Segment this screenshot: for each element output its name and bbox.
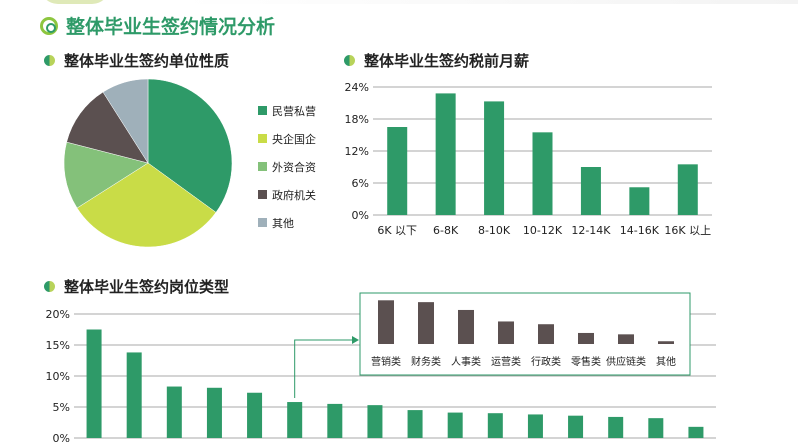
section-position-title-text: 整体毕业生签约岗位类型 xyxy=(64,278,230,296)
y-tick-label: 24% xyxy=(345,81,369,94)
legend-swatch xyxy=(258,106,267,115)
pie-slice xyxy=(102,78,149,164)
legend-label: 其他 xyxy=(272,217,294,230)
x-tick-label: 14-16K xyxy=(620,224,660,237)
position-bar xyxy=(608,416,624,438)
y-tick-label: 5% xyxy=(53,401,70,414)
salary-bar xyxy=(387,127,408,215)
inset-category-label: 行政类 xyxy=(531,355,561,368)
legend-swatch xyxy=(258,190,267,199)
position-bar xyxy=(688,426,704,438)
pie-slice xyxy=(66,91,149,164)
position-bar xyxy=(367,405,383,438)
position-bar xyxy=(86,329,102,438)
legend-label: 外资合资 xyxy=(272,160,316,174)
y-tick-label: 15% xyxy=(46,339,70,352)
bullet-icon xyxy=(44,55,55,66)
x-tick-label: 6-8K xyxy=(433,224,459,237)
inset-bar xyxy=(538,324,554,344)
position-bar xyxy=(166,386,182,438)
x-tick-label: 12-14K xyxy=(571,224,611,237)
y-tick-label: 0% xyxy=(53,432,70,445)
page-title-text: 整体毕业生签约情况分析 xyxy=(66,16,276,38)
x-tick-label: 10-12K xyxy=(523,224,563,237)
inset-bar xyxy=(658,341,674,344)
top-decoration xyxy=(0,0,798,6)
legend-swatch xyxy=(258,218,267,227)
pie-slice xyxy=(76,162,217,248)
inset-category-label: 财务类 xyxy=(411,355,441,368)
y-tick-label: 18% xyxy=(345,113,369,126)
salary-bar xyxy=(677,164,698,215)
inset-bar xyxy=(418,302,434,344)
y-tick-label: 10% xyxy=(46,370,70,383)
salary-bar xyxy=(435,93,456,215)
legend-swatch xyxy=(258,162,267,171)
position-bar xyxy=(648,418,664,438)
position-bar xyxy=(407,410,423,438)
connector-line xyxy=(294,339,352,399)
bullet-icon xyxy=(344,55,355,66)
inset-panel xyxy=(359,292,691,376)
salary-bar xyxy=(532,132,553,215)
y-tick-label: 12% xyxy=(345,145,369,158)
inset-category-label: 运营类 xyxy=(491,355,521,368)
section-salary-title: 整体毕业生签约税前月薪 xyxy=(344,50,529,71)
section-unit-title: 整体毕业生签约单位性质 xyxy=(44,50,229,71)
inset-category-label: 零售类 xyxy=(571,355,601,368)
salary-bar xyxy=(629,187,650,215)
circle-logo-icon xyxy=(40,16,58,35)
section-unit-title-text: 整体毕业生签约单位性质 xyxy=(64,52,230,70)
position-bar xyxy=(447,412,463,438)
connector-arrow-icon xyxy=(352,336,359,344)
legend-swatch xyxy=(258,134,267,143)
legend-label: 政府机关 xyxy=(272,188,316,202)
page-title: 整体毕业生签约情况分析 xyxy=(40,12,275,39)
inset-bar xyxy=(458,309,474,344)
position-bar xyxy=(247,392,263,438)
x-tick-label: 6K 以下 xyxy=(377,224,417,237)
inset-bar xyxy=(618,334,634,344)
section-position-title: 整体毕业生签约岗位类型 xyxy=(44,276,229,297)
bullet-icon xyxy=(44,281,55,292)
inset-category-label: 人事类 xyxy=(451,355,481,368)
salary-bar xyxy=(580,167,601,215)
inset-category-label: 其他 xyxy=(656,355,676,368)
position-bar xyxy=(126,352,142,438)
x-tick-label: 8-10K xyxy=(478,224,511,237)
y-tick-label: 0% xyxy=(352,209,369,222)
position-bar xyxy=(568,415,584,438)
inset-bar xyxy=(578,332,594,344)
inset-bar xyxy=(378,300,394,344)
legend-label: 央企国企 xyxy=(272,132,316,146)
x-tick-label: 16K 以上 xyxy=(664,224,711,237)
position-bar xyxy=(487,413,503,438)
inset-bar xyxy=(498,321,514,344)
position-bar xyxy=(287,402,303,438)
y-tick-label: 20% xyxy=(46,308,70,321)
legend-label: 民营私营 xyxy=(272,104,316,118)
inset-category-label: 营销类 xyxy=(371,355,401,368)
pie-slice xyxy=(147,78,233,213)
position-bar xyxy=(327,403,343,438)
salary-bar xyxy=(484,101,505,215)
pie-slice xyxy=(63,141,149,209)
y-tick-label: 6% xyxy=(352,177,369,190)
section-salary-title-text: 整体毕业生签约税前月薪 xyxy=(364,52,530,70)
position-bar xyxy=(527,414,543,438)
position-bar xyxy=(206,387,222,438)
inset-category-label: 供应链类 xyxy=(606,355,646,368)
